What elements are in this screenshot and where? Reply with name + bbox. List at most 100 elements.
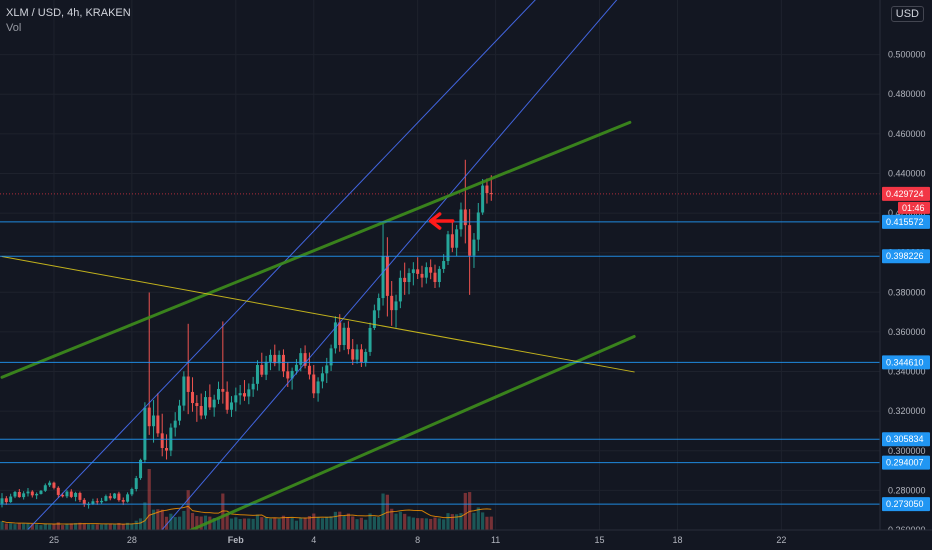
volume-bar	[264, 517, 268, 530]
trend-lines[interactable]	[0, 0, 636, 550]
level-tag-label: 0.344610	[886, 357, 924, 367]
trend-line-green	[0, 120, 632, 379]
volume-bar	[125, 522, 130, 530]
volume-bar	[476, 507, 480, 530]
candle-body	[113, 493, 117, 499]
volume-bar	[4, 523, 8, 530]
candle-body	[22, 493, 26, 498]
x-tick-label: 8	[415, 535, 420, 545]
candle-body	[108, 496, 112, 499]
candle-body	[394, 301, 398, 311]
volume-label: Vol	[6, 22, 22, 34]
candle-body	[165, 447, 169, 451]
candle-body	[43, 485, 47, 491]
volume-bar	[459, 513, 463, 530]
volume-bar	[303, 517, 307, 530]
volume-bar	[22, 523, 26, 530]
candle-body	[195, 403, 199, 407]
candle-body	[126, 494, 130, 502]
candle-body	[420, 273, 424, 278]
volume-bar	[394, 513, 398, 530]
volume-bar	[30, 524, 34, 530]
volume-bar	[307, 516, 312, 530]
candle-body	[208, 397, 212, 408]
volume-bar	[359, 517, 363, 530]
candle-body	[61, 494, 65, 497]
volume-bar	[221, 493, 225, 530]
candle-body	[69, 491, 73, 497]
price-tags: 0.415572 0.398226 0.344610 0.305834 0.294007…	[882, 186, 930, 512]
level-tag	[882, 497, 930, 512]
volume-bar	[156, 509, 160, 530]
candle-body	[472, 239, 476, 256]
volume-bar	[108, 524, 112, 530]
volume-bar	[229, 518, 234, 530]
volume-bar	[173, 517, 177, 530]
candle-body	[264, 361, 268, 375]
volume-bar	[442, 519, 446, 530]
candle-body	[247, 389, 251, 397]
candle-body	[329, 348, 333, 366]
candle-body	[234, 395, 238, 403]
volume-bar	[455, 514, 459, 530]
volume-bar	[338, 511, 342, 530]
volume-bar	[43, 523, 47, 530]
candle-body	[39, 490, 43, 494]
level-tag	[882, 249, 930, 264]
candle-body	[424, 267, 428, 278]
volume-bar	[390, 508, 394, 530]
candle-body	[485, 185, 489, 194]
candle-body	[407, 273, 411, 283]
volume-bar	[9, 523, 13, 530]
volume-bar	[121, 523, 125, 530]
candle-body	[238, 393, 242, 396]
candle-body	[104, 496, 108, 501]
volume-bar	[65, 523, 69, 530]
candle-body	[100, 500, 104, 503]
volume-bar	[199, 516, 203, 530]
candle-body	[152, 415, 156, 427]
volume-bar	[407, 516, 411, 530]
y-tick-label: 0.360000	[888, 327, 926, 337]
candle-body	[450, 234, 454, 248]
x-axis-labels: 25 28 Feb 4 8 11 15 18 22	[49, 535, 786, 545]
volume-bar	[398, 511, 402, 530]
volume-bar	[489, 516, 493, 530]
candle-body	[303, 353, 307, 366]
volume-bar	[48, 524, 52, 530]
candle-body	[346, 327, 350, 350]
volume-bar	[260, 517, 264, 530]
volume-bar	[446, 513, 450, 530]
volume-bar	[381, 493, 385, 530]
candle-body	[217, 388, 220, 400]
y-tick-label: 0.440000	[888, 168, 926, 178]
candle-body	[199, 406, 203, 416]
volume-bar	[355, 519, 359, 530]
candle-body	[351, 349, 355, 360]
volume-bar	[212, 518, 216, 530]
y-tick-label: 0.500000	[888, 50, 926, 60]
volume-bar	[290, 518, 294, 530]
y-tick-label: 0.480000	[888, 89, 926, 99]
time-axis[interactable]	[0, 530, 932, 550]
volume-bar	[346, 513, 350, 530]
candle-body	[173, 420, 177, 428]
candle-body	[463, 209, 467, 226]
volume-bar	[151, 509, 156, 530]
candle-body	[381, 256, 385, 299]
candle-body	[134, 478, 138, 489]
candle-body	[0, 498, 4, 504]
volume-bar	[420, 518, 424, 530]
volume-bar	[234, 517, 238, 530]
candle-body	[411, 269, 415, 274]
candle-body	[277, 354, 281, 364]
currency-button[interactable]: USD	[890, 6, 924, 22]
candle-body	[286, 371, 290, 379]
x-tick-label: 4	[311, 535, 316, 545]
volume-bar	[299, 517, 303, 530]
volume-bar	[437, 518, 441, 530]
candle-body	[307, 365, 311, 375]
candle-body	[446, 234, 450, 262]
candle-body	[26, 491, 30, 494]
